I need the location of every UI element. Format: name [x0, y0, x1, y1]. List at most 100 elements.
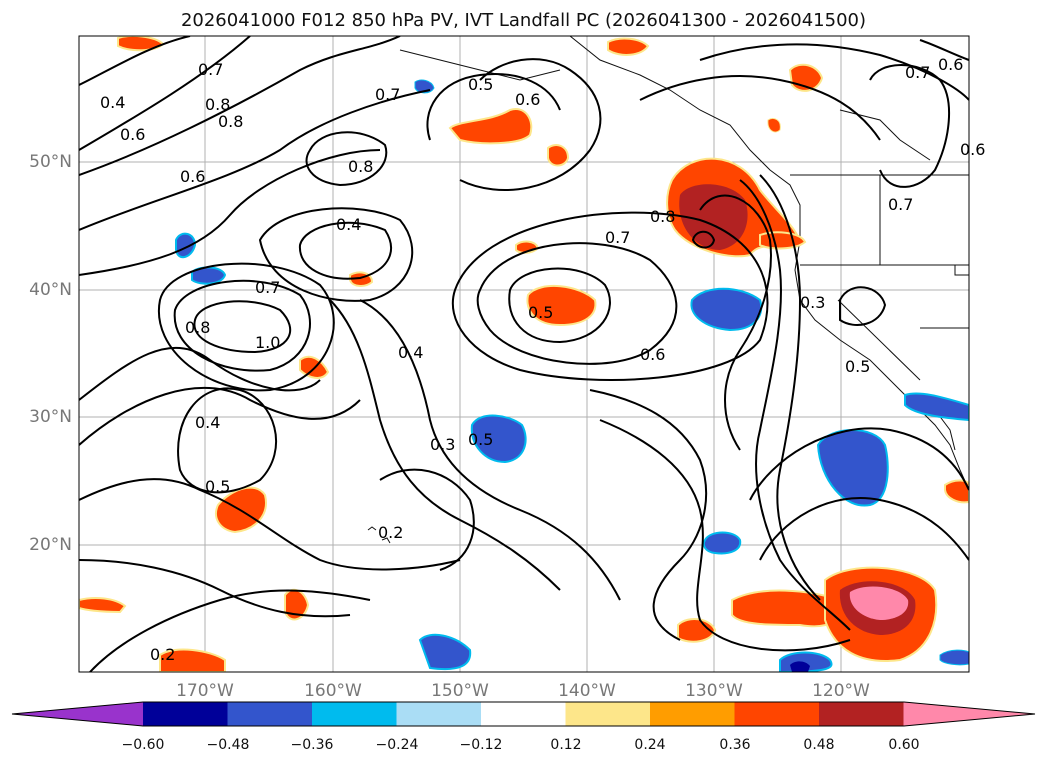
contour-label: 0.3	[430, 435, 455, 454]
contour-se-2	[759, 497, 969, 561]
contour-mid-ring	[258, 207, 414, 302]
contour-nw-4	[79, 89, 431, 231]
contour-sw-4	[79, 559, 351, 618]
neg-blob-small	[702, 531, 742, 555]
contour-sw-3	[79, 478, 461, 571]
contour-0.8-ring	[173, 279, 311, 372]
contour-nw-2	[79, 36, 251, 151]
contour-label: 0.5	[468, 430, 493, 449]
colorbar-extend-low	[12, 702, 143, 726]
contour-label: 1.0	[255, 333, 280, 352]
contour-label: 0.5	[845, 357, 870, 376]
contour-label: 0.6	[640, 345, 665, 364]
contour-0.3-mid	[359, 299, 621, 601]
contour-0.6-140w	[451, 211, 769, 381]
colorbar-tick: 0.60	[888, 737, 920, 753]
neg-blob-west2	[175, 232, 197, 259]
contour-0.8-140w	[508, 267, 611, 344]
contour-nw-3	[79, 36, 401, 176]
lon-label-170w: 170°W	[176, 681, 234, 701]
contour-label: 0.5	[468, 75, 493, 94]
contour-1.0-core	[193, 300, 292, 354]
neg-core-south	[790, 661, 810, 672]
lon-label-120w: 120°W	[812, 681, 870, 701]
contour-label: 0.7	[605, 228, 630, 247]
contour-label: 0.7	[888, 195, 913, 214]
contour-label: 0.7	[198, 60, 223, 79]
colorbar-tick: 0.48	[803, 737, 835, 753]
contour-sw-1	[79, 346, 321, 401]
contour-jet-3	[759, 174, 821, 601]
map-title: 2026041000 F012 850 hPa PV, IVT Landfall…	[180, 10, 867, 31]
contour-n-2	[426, 73, 561, 141]
contour-label: 0.8	[185, 318, 210, 337]
lat-label-40n: 40°N	[29, 280, 72, 300]
colorbar-segment	[565, 702, 651, 726]
contour-ne-4	[919, 39, 969, 61]
state-border-ca-nv	[837, 299, 921, 381]
contour-ne-3	[869, 64, 951, 188]
pv-contours	[79, 36, 969, 672]
pos-blob-north2	[547, 144, 570, 167]
colorbar-segment	[396, 702, 482, 726]
contour-label: 0.7	[255, 278, 280, 297]
pos-blob-left	[79, 597, 127, 614]
colorbar-tick: 0.36	[719, 737, 751, 753]
map-frame	[78, 35, 970, 673]
lon-label-130w: 130°W	[685, 681, 743, 701]
contour-0.4-mid	[329, 299, 561, 591]
colorbar-segment	[227, 702, 313, 726]
neg-blob-150w	[470, 414, 527, 464]
contour-label: 0.4	[398, 343, 423, 362]
colorbar-segment	[650, 702, 735, 726]
pos-blob-bc	[767, 117, 781, 133]
contour-0.4-center	[298, 221, 392, 280]
contour-label: 0.8	[650, 207, 675, 226]
contour-ne-2	[699, 43, 969, 101]
pos-blob-baja	[944, 479, 969, 504]
colorbar-tick: −0.48	[206, 737, 250, 753]
colorbar-segment	[819, 702, 904, 726]
hawaii	[367, 526, 391, 544]
contour-label: 0.6	[515, 90, 540, 109]
lat-label-50n: 50°N	[29, 152, 72, 172]
contour-0.2-mid	[379, 468, 475, 571]
colorbar-segment	[312, 702, 397, 726]
contour-label: 0.5	[528, 303, 553, 322]
contour-jet-1	[699, 194, 772, 451]
contour-0.7-ring	[157, 262, 335, 392]
pos-blob-n	[607, 37, 650, 56]
contour-0.5-south	[589, 389, 708, 641]
contour-0.7-140w	[476, 242, 678, 365]
colorbar-tick: 0.12	[550, 737, 582, 753]
contour-label: 0.4	[336, 215, 361, 234]
colorbar-extend-high	[903, 702, 1035, 726]
contour-jet-2	[739, 179, 851, 631]
gridlines	[79, 36, 969, 672]
colorbar-outline	[11, 701, 1036, 727]
colorbar-tick: −0.36	[290, 737, 334, 753]
pos-blob-north	[448, 108, 533, 145]
contour-sw-2	[79, 386, 361, 446]
pos-blob-small	[677, 618, 717, 643]
lon-label-150w: 150°W	[431, 681, 489, 701]
contour-label: 0.4	[100, 93, 125, 112]
contour-nw-5	[79, 149, 381, 276]
contour-label: 0.7	[905, 63, 930, 82]
contour-label-layer: 0.4 0.6 0.7 0.8 0.5 0.6 0.7 0.8 0.4 0.6 …	[100, 55, 985, 664]
contour-label: 0.8	[348, 157, 373, 176]
neg-blob-south2	[418, 633, 472, 670]
contour-label: 0.3	[800, 293, 825, 312]
colorbar-segment	[734, 702, 820, 726]
contour-0.4-sw	[177, 387, 277, 494]
aleutians	[399, 49, 561, 81]
contour-0.8-north	[305, 131, 388, 187]
contour-label: 0.4	[195, 413, 220, 432]
neg-blob-coast	[904, 392, 969, 422]
contour-ne-1	[639, 75, 881, 141]
contour-label: 0.5	[205, 477, 230, 496]
colorbar-tick: −0.24	[375, 737, 419, 753]
colorbar-tick: 0.24	[634, 737, 666, 753]
